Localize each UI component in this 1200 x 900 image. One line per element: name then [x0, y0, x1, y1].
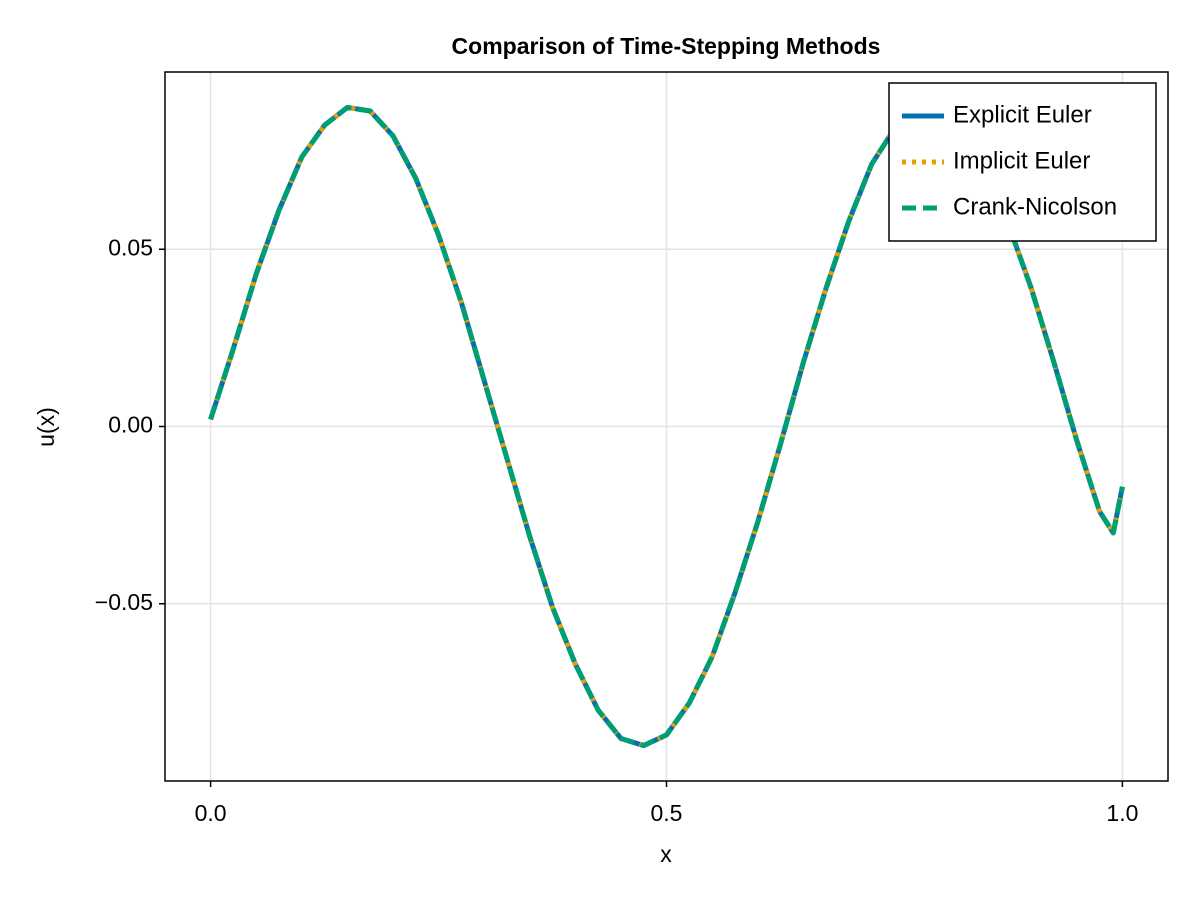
- x-tick-label: 0.5: [651, 800, 683, 826]
- y-tick-label: 0.00: [108, 412, 153, 438]
- legend-label: Crank-Nicolson: [953, 193, 1117, 220]
- x-axis-label: x: [660, 841, 672, 867]
- y-tick-label: −0.05: [95, 589, 153, 615]
- y-axis-label: u(x): [33, 407, 59, 447]
- y-tick-label: 0.05: [108, 234, 153, 260]
- legend-label: Implicit Euler: [953, 147, 1090, 174]
- legend-label: Explicit Euler: [953, 101, 1092, 128]
- plot-frame: [164, 71, 1169, 782]
- x-tick-label: 1.0: [1106, 800, 1138, 826]
- x-tick-label: 0.0: [195, 800, 227, 826]
- chart-title: Comparison of Time-Stepping Methods: [452, 33, 881, 59]
